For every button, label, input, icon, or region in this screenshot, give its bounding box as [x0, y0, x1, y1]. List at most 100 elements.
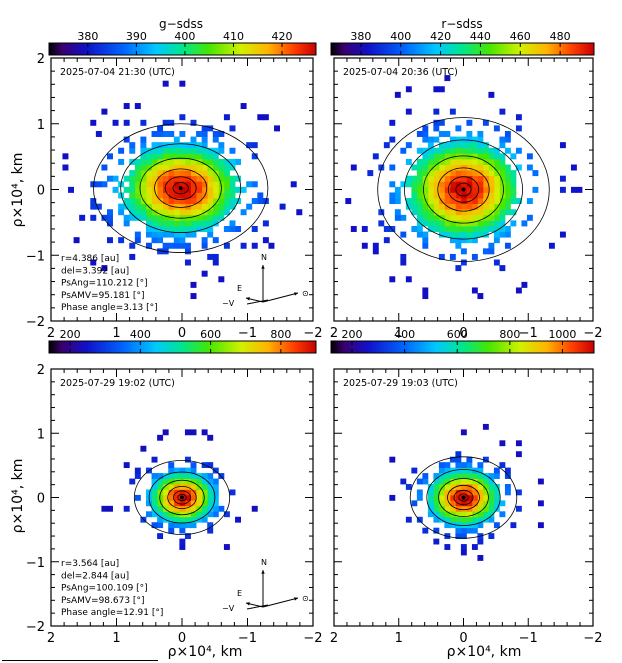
heatmap-cell	[140, 164, 147, 171]
heatmap-cell	[95, 181, 102, 188]
heatmap-cell	[394, 186, 401, 193]
heatmap-cell	[510, 209, 517, 216]
contour-line	[447, 176, 480, 203]
heatmap-cell	[157, 489, 164, 496]
heatmap-cell	[482, 203, 489, 210]
heatmap-cell	[477, 198, 484, 205]
heatmap-cell	[422, 198, 429, 205]
heatmap-cell	[515, 451, 522, 458]
heatmap-cell	[168, 494, 175, 501]
heatmap-cell	[168, 473, 175, 479]
heatmap-cell	[477, 220, 484, 227]
x-tick-label: 2	[47, 326, 55, 341]
heatmap-cell	[471, 516, 478, 523]
compass-velocity-label: −V	[222, 299, 235, 308]
heatmap-cell	[427, 494, 434, 501]
heatmap-cell	[168, 209, 175, 216]
heatmap-cell	[179, 527, 186, 534]
heatmap-cell	[112, 186, 119, 193]
heatmap-cell	[129, 186, 136, 193]
heatmap-cell	[427, 136, 434, 143]
heatmap-cell	[123, 198, 130, 205]
heatmap-cell	[184, 192, 191, 199]
heatmap-cell	[444, 209, 451, 216]
heatmap-cell	[134, 186, 141, 193]
heatmap-cell	[361, 225, 368, 232]
heatmap-cell	[460, 158, 467, 165]
heatmap-cell	[455, 478, 462, 485]
heatmap-cell	[229, 489, 236, 496]
heatmap-cell	[251, 142, 258, 149]
heatmap-cell	[488, 533, 495, 540]
heatmap-cell	[140, 175, 147, 182]
heatmap-cell	[201, 516, 208, 523]
heatmap-cell	[173, 231, 180, 238]
heatmap-cell	[416, 170, 423, 177]
heatmap-cell	[372, 153, 379, 160]
heatmap-cell	[201, 170, 208, 177]
heatmap-cell	[455, 237, 462, 244]
heatmap-cell	[466, 467, 473, 474]
heatmap-cell	[460, 544, 467, 550]
heatmap-cell	[162, 209, 169, 216]
compass-velocity-line	[246, 604, 269, 610]
heatmap-cell	[493, 231, 500, 238]
heatmap-cell	[350, 225, 357, 232]
compass-east-label: E	[237, 284, 242, 293]
heatmap-cell	[521, 281, 528, 288]
heatmap-cell	[107, 175, 113, 182]
heatmap-cell	[173, 473, 180, 479]
heatmap-cell	[218, 147, 225, 154]
heatmap-cell	[207, 505, 214, 512]
heatmap-cell	[223, 511, 230, 518]
heatmap-cell	[438, 511, 445, 518]
heatmap-cell	[190, 522, 197, 529]
heatmap-cell	[455, 516, 462, 523]
heatmap-cell	[173, 136, 180, 143]
heatmap-cell	[499, 225, 506, 232]
bottom-rule	[2, 660, 158, 661]
heatmap-cell	[438, 494, 445, 501]
heatmap-cell	[190, 484, 197, 490]
heatmap-cell	[455, 494, 462, 501]
heatmap-cell	[389, 119, 396, 126]
heatmap-cell	[416, 181, 423, 188]
heatmap-cell	[438, 147, 445, 154]
heatmap-cell	[493, 225, 500, 232]
heatmap-cell	[107, 505, 113, 512]
heatmap-cell	[196, 153, 203, 160]
heatmap-cell	[471, 158, 478, 165]
heatmap-cell	[427, 142, 434, 149]
heatmap-cell	[444, 484, 451, 490]
contour-line	[438, 478, 489, 517]
heatmap-cell	[433, 511, 440, 518]
heatmap-cell	[411, 225, 418, 232]
heatmap-cell	[207, 214, 214, 221]
heatmap-cell	[422, 186, 429, 193]
heatmap-cell	[515, 125, 522, 132]
heatmap-cell	[140, 445, 147, 452]
heatmap-cell	[179, 203, 186, 210]
heatmap-cell	[389, 225, 396, 232]
heatmap-cell	[493, 192, 500, 199]
heatmap-cell	[179, 130, 186, 137]
heatmap-cell	[179, 192, 186, 199]
heatmap-cell	[118, 237, 125, 244]
heatmap-cell	[416, 225, 423, 232]
heatmap-cell	[488, 170, 495, 177]
heatmap-cell	[179, 516, 186, 523]
heatmap-cell	[394, 91, 401, 98]
heatmap-cell	[190, 473, 197, 479]
heatmap-cell	[471, 527, 478, 534]
heatmap-cell	[405, 158, 412, 165]
heatmap-cell	[157, 500, 164, 507]
heatmap-cell	[184, 220, 191, 227]
heatmap-cell	[444, 231, 451, 238]
x-tick-label: 0	[178, 631, 186, 646]
heatmap-cell	[471, 198, 478, 205]
heatmap-cell	[162, 164, 169, 171]
heatmap-cell	[427, 153, 434, 160]
heatmap-cell	[416, 489, 423, 496]
heatmap-cell	[246, 181, 253, 188]
heatmap-cell	[157, 142, 164, 149]
